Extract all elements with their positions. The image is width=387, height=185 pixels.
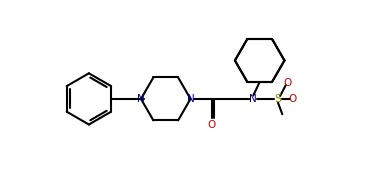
Text: O: O — [283, 78, 291, 88]
Text: N: N — [187, 94, 194, 104]
Text: O: O — [289, 94, 297, 104]
Text: N: N — [249, 94, 257, 104]
Text: N: N — [137, 94, 145, 104]
Text: S: S — [274, 94, 282, 104]
Text: O: O — [208, 120, 216, 130]
